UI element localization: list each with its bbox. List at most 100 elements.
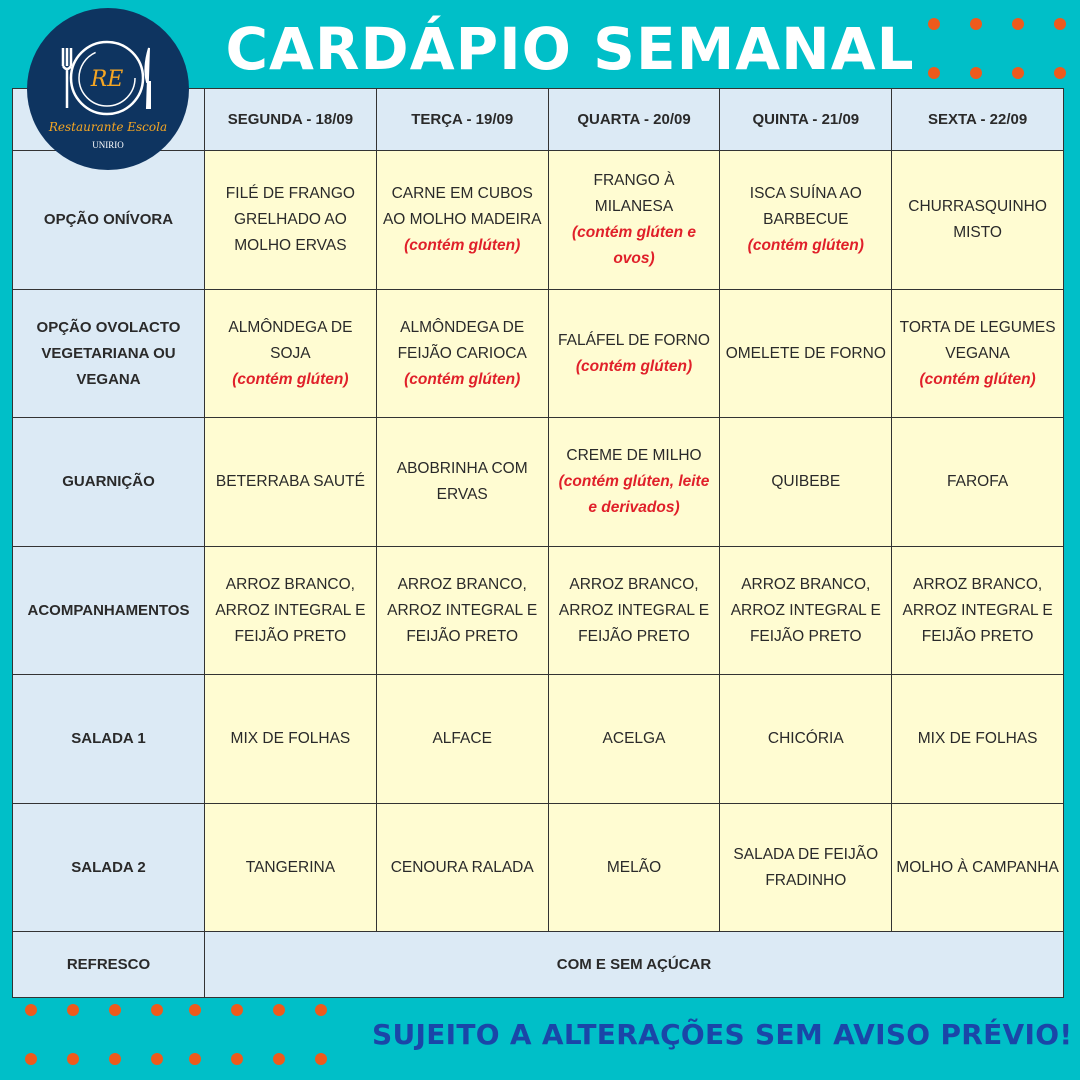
menu-cell: CHICÓRIA <box>719 674 893 804</box>
menu-cell: CREME DE MILHO (contém glúten, leite e de… <box>547 417 721 547</box>
menu-cell: ALFACE <box>375 674 549 804</box>
dot-icon <box>315 1004 327 1016</box>
dot-icon <box>970 67 982 79</box>
dish-name: BETERRABA SAUTÉ <box>215 473 365 490</box>
dish-name: MIX DE FOLHAS <box>230 730 351 747</box>
menu-cell: MIX DE FOLHAS <box>891 674 1064 804</box>
allergen-note: (contém glúten, leite e derivados) <box>558 473 710 516</box>
dish-name: FAROFA <box>947 473 1009 490</box>
menu-cell: ABOBRINHA COM ERVAS <box>375 417 549 547</box>
menu-cell: SALADA DE FEIJÃO FRADINHO <box>719 803 893 932</box>
menu-cell: ACELGA <box>547 674 721 804</box>
row-label: SALADA 2 <box>12 803 205 932</box>
dot-icon <box>109 1053 121 1065</box>
dish-name: MOLHO À CAMPANHA <box>896 858 1059 876</box>
menu-cell: QUIBEBE <box>719 417 893 547</box>
allergen-note: (contém glúten) <box>919 370 1036 388</box>
menu-cell: TANGERINA <box>204 803 377 932</box>
dish-name: ISCA SUÍNA AO BARBECUE <box>749 185 862 228</box>
dish-name: ABOBRINHA COM ERVAS <box>396 460 528 503</box>
menu-cell: MOLHO À CAMPANHA <box>891 803 1064 932</box>
day-header: SEXTA - 22/09 <box>891 88 1064 151</box>
menu-table: SEGUNDA - 18/09 TERÇA - 19/09 QUARTA - 20/… <box>12 88 1064 998</box>
dot-icon <box>273 1053 285 1065</box>
table-row: SALADA 1 MIX DE FOLHAS ALFACE ACELGA CHICÓRI… <box>12 674 1064 804</box>
dot-icon <box>1012 18 1024 30</box>
menu-cell: FILÉ DE FRANGO GRELHADO AO MOLHO ERVAS <box>204 150 377 290</box>
menu-cell: ALMÔNDEGA DE FEIJÃO CARIOCA (contém glúte… <box>375 289 549 418</box>
dish-name: FILÉ DE FRANGO GRELHADO AO MOLHO ERVAS <box>225 185 355 254</box>
allergen-note: (contém glúten) <box>404 370 521 388</box>
restaurant-logo: RE Restaurante Escola UNIRIO <box>27 8 189 170</box>
dish-name: TANGERINA <box>245 858 336 876</box>
day-header: TERÇA - 19/09 <box>375 88 549 151</box>
menu-cell: MELÃO <box>547 803 721 932</box>
dish-name: ARROZ BRANCO, ARROZ INTEGRAL E FEIJÃO PR… <box>730 575 881 645</box>
refresco-row: REFRESCO COM E SEM AÇÚCAR <box>12 931 1064 998</box>
row-label: SALADA 1 <box>12 674 205 804</box>
dot-icon <box>67 1004 79 1016</box>
table-row: OPÇÃO ONÍVORA FILÉ DE FRANGO GRELHADO AO … <box>12 150 1064 290</box>
menu-cell: FAROFA <box>891 417 1064 547</box>
dot-icon <box>928 18 940 30</box>
day-header: SEGUNDA - 18/09 <box>204 88 377 151</box>
table-row: ACOMPANHAMENTOS ARROZ BRANCO, ARROZ INTEG… <box>12 546 1064 675</box>
day-header: QUARTA - 20/09 <box>547 88 721 151</box>
dot-icon <box>315 1053 327 1065</box>
menu-cell: OMELETE DE FORNO <box>719 289 893 418</box>
dot-icon <box>928 67 940 79</box>
page-title: CARDÁPIO SEMANAL <box>225 15 915 83</box>
menu-cell: ARROZ BRANCO, ARROZ INTEGRAL E FEIJÃO PR… <box>204 546 377 675</box>
dish-name: ALMÔNDEGA DE FEIJÃO CARIOCA <box>397 318 527 362</box>
dish-name: MELÃO <box>606 858 662 876</box>
row-label: OPÇÃO ONÍVORA <box>12 150 205 290</box>
menu-cell: CARNE EM CUBOS AO MOLHO MADEIRA (contém g… <box>375 150 549 290</box>
dot-icon <box>151 1004 163 1016</box>
dot-icon <box>67 1053 79 1065</box>
dot-icon <box>109 1004 121 1016</box>
dish-name: ARROZ BRANCO, ARROZ INTEGRAL E FEIJÃO PR… <box>215 575 366 645</box>
day-header: QUINTA - 21/09 <box>719 88 893 151</box>
allergen-note: (contém glúten) <box>747 237 864 254</box>
dish-name: ARROZ BRANCO, ARROZ INTEGRAL E FEIJÃO PR… <box>558 575 710 645</box>
row-label: REFRESCO <box>12 931 205 998</box>
allergen-note: (contém glúten) <box>232 370 349 388</box>
dot-icon <box>151 1053 163 1065</box>
dot-icon <box>1012 67 1024 79</box>
dish-name: QUIBEBE <box>771 473 841 490</box>
plate-cutlery-icon: RE Restaurante Escola UNIRIO <box>48 40 167 150</box>
menu-cell: ARROZ BRANCO, ARROZ INTEGRAL E FEIJÃO PR… <box>375 546 549 675</box>
menu-cell: ARROZ BRANCO, ARROZ INTEGRAL E FEIJÃO PR… <box>547 546 721 675</box>
dot-icon <box>231 1053 243 1065</box>
dish-name: ALMÔNDEGA DE SOJA <box>228 318 353 362</box>
disclaimer-footer: SUJEITO A ALTERAÇÕES SEM AVISO PRÉVIO! <box>372 1018 1073 1051</box>
table-row: SALADA 2 TANGERINA CENOURA RALADA MELÃO SALA… <box>12 803 1064 932</box>
dish-name: MIX DE FOLHAS <box>917 730 1038 747</box>
allergen-note: (contém glúten e ovos) <box>571 224 696 267</box>
row-label: OPÇÃO OVOLACTO VEGETARIANA OU VEGANA <box>12 289 205 418</box>
dish-name: ARROZ BRANCO, ARROZ INTEGRAL E FEIJÃO PR… <box>902 575 1053 645</box>
menu-cell: ARROZ BRANCO, ARROZ INTEGRAL E FEIJÃO PR… <box>719 546 893 675</box>
logo-org: UNIRIO <box>92 140 124 150</box>
dish-name: TORTA DE LEGUMES VEGANA <box>899 318 1056 362</box>
dot-icon <box>1054 18 1066 30</box>
dot-icon <box>189 1053 201 1065</box>
dish-name: ARROZ BRANCO, ARROZ INTEGRAL E FEIJÃO PR… <box>387 575 538 645</box>
allergen-note: (contém glúten) <box>575 357 693 375</box>
refresco-value: COM E SEM AÇÚCAR <box>204 931 1064 998</box>
dish-name: ALFACE <box>432 730 492 747</box>
menu-cell: FRANGO À MILANESA (contém glúten e ovos) <box>547 150 721 290</box>
logo-initials: RE <box>90 67 124 92</box>
dot-icon <box>273 1004 285 1016</box>
dish-name: SALADA DE FEIJÃO FRADINHO <box>733 845 879 889</box>
logo-name: Restaurante Escola <box>48 120 167 134</box>
menu-cell: ALMÔNDEGA DE SOJA (contém glúten) <box>204 289 377 418</box>
menu-cell: CENOURA RALADA <box>375 803 549 932</box>
menu-cell: MIX DE FOLHAS <box>204 674 377 804</box>
dish-name: CHICÓRIA <box>767 730 844 747</box>
dish-name: OMELETE DE FORNO <box>725 344 886 362</box>
dish-name: CARNE EM CUBOS AO MOLHO MADEIRA <box>382 185 542 228</box>
table-row: OPÇÃO OVOLACTO VEGETARIANA OU VEGANA ALMÔ… <box>12 289 1064 418</box>
dish-name: FRANGO À MILANESA <box>593 172 675 215</box>
dot-icon <box>25 1053 37 1065</box>
